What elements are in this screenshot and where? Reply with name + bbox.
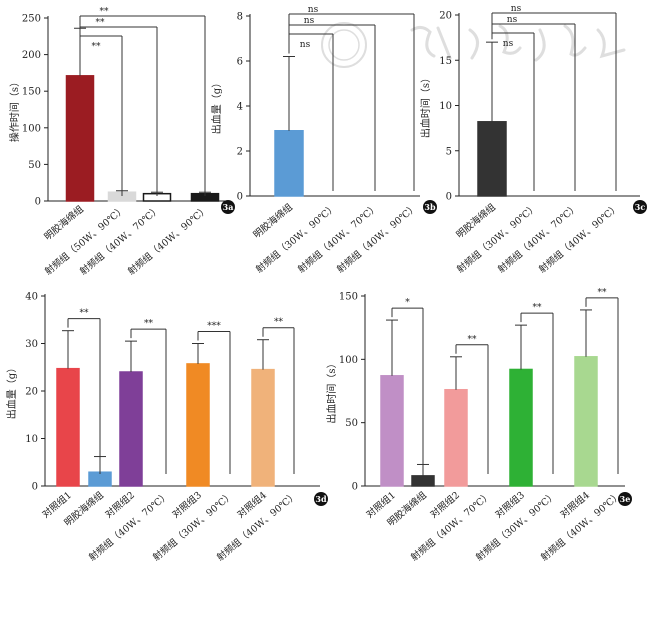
bar-3 bbox=[444, 388, 468, 487]
y-axis-title: 出血时间（s） bbox=[325, 358, 338, 423]
y-tick-label: 30 bbox=[25, 339, 38, 350]
category-label-2: 射频组（30W、90℃） bbox=[454, 201, 540, 275]
bar-2 bbox=[411, 475, 435, 487]
bar-1 bbox=[274, 130, 304, 197]
significance-label: ** bbox=[274, 318, 284, 328]
category-label-1: 明胶海绵组 bbox=[42, 203, 86, 243]
y-axis-title: 出血量（g） bbox=[5, 363, 18, 419]
y-tick-label: 0 bbox=[446, 192, 452, 203]
significance-label: ** bbox=[598, 288, 608, 298]
y-tick-label: 250 bbox=[22, 14, 41, 25]
panel-label-badge bbox=[423, 200, 437, 214]
chart-panel-3b: 02468出血量（g）nsnsns明胶海绵组射频组（30W、90℃）射频组（40… bbox=[210, 5, 437, 276]
bar-7 bbox=[574, 356, 598, 487]
y-tick-label: 40 bbox=[25, 292, 38, 303]
bar-7 bbox=[251, 368, 275, 487]
significance-label: ** bbox=[144, 319, 154, 329]
y-tick-label: 150 bbox=[22, 87, 41, 98]
significance-label: ** bbox=[92, 42, 102, 52]
significance-label: ns bbox=[308, 5, 319, 15]
category-label-3: 射频组（40W、70℃） bbox=[495, 201, 581, 275]
bar-1 bbox=[380, 375, 404, 487]
significance-label: ns bbox=[300, 40, 311, 50]
significance-label: ** bbox=[533, 303, 543, 313]
y-tick-label: 0 bbox=[32, 482, 38, 493]
panel-label: 3d bbox=[315, 494, 327, 504]
significance-label: ns bbox=[511, 4, 522, 14]
watermark-seal-icon bbox=[321, 22, 367, 68]
y-tick-label: 10 bbox=[439, 101, 452, 112]
y-tick-label: 50 bbox=[28, 160, 41, 171]
y-tick-label: 50 bbox=[345, 418, 358, 429]
y-tick-label: 2 bbox=[237, 147, 243, 158]
y-tick-label: 4 bbox=[237, 102, 243, 113]
significance-label: ns bbox=[304, 16, 315, 26]
bar-1 bbox=[477, 121, 507, 197]
significance-label: ns bbox=[503, 39, 514, 49]
bar-1 bbox=[65, 75, 95, 202]
panel-label-badge bbox=[221, 200, 235, 214]
y-tick-label: 100 bbox=[339, 355, 358, 366]
significance-label: * bbox=[405, 298, 410, 308]
watermark-seal-inner-ring bbox=[328, 29, 360, 61]
category-label-4: 射频组（40W、90℃） bbox=[536, 201, 622, 275]
y-tick-label: 10 bbox=[25, 434, 38, 445]
category-label-3: 对照组2 bbox=[103, 489, 137, 520]
category-label-4: 射频组（40W、90℃） bbox=[125, 203, 211, 277]
bar-5 bbox=[186, 363, 210, 487]
y-tick-label: 6 bbox=[237, 57, 243, 68]
y-axis-title: 出血量（g） bbox=[210, 78, 223, 134]
y-tick-label: 0 bbox=[352, 482, 358, 493]
bar-3 bbox=[119, 371, 143, 487]
y-tick-label: 20 bbox=[25, 387, 38, 398]
significance-label: ** bbox=[100, 7, 110, 17]
y-tick-label: 150 bbox=[339, 292, 358, 303]
panel-label-badge bbox=[314, 492, 328, 506]
bar-2 bbox=[88, 471, 112, 487]
panel-label: 3b bbox=[424, 202, 436, 212]
panel-label: 3e bbox=[620, 494, 631, 504]
y-axis-title: 出血时间（s） bbox=[419, 73, 432, 138]
y-axis-title: 操作时间（s） bbox=[8, 77, 21, 142]
y-tick-label: 20 bbox=[439, 11, 452, 22]
y-tick-label: 100 bbox=[22, 123, 41, 134]
category-label-2: 射频组（30W、90℃） bbox=[253, 201, 339, 275]
significance-label: ** bbox=[80, 309, 90, 319]
watermark-script-stroke bbox=[410, 24, 626, 62]
significance-label: ** bbox=[468, 335, 478, 345]
bar-1 bbox=[56, 367, 80, 487]
panel-label: 3a bbox=[223, 202, 234, 212]
y-tick-label: 0 bbox=[35, 197, 41, 208]
chart-panel-3c: 05101520出血时间（s）nsnsns明胶海绵组射频组（30W、90℃）射频… bbox=[419, 4, 647, 276]
y-tick-label: 15 bbox=[439, 56, 452, 67]
y-tick-label: 8 bbox=[237, 12, 243, 23]
panel-label-badge bbox=[633, 200, 647, 214]
chart-panel-3a: 050100150200250操作时间（s）******明胶海绵组射频组（50W… bbox=[8, 7, 235, 278]
y-tick-label: 0 bbox=[237, 192, 243, 203]
significance-label: ns bbox=[507, 15, 518, 25]
category-label-1: 明胶海绵组 bbox=[454, 201, 498, 241]
panel-label-badge bbox=[618, 492, 632, 506]
bar-5 bbox=[509, 368, 533, 487]
significance-label: *** bbox=[207, 322, 221, 332]
y-tick-label: 5 bbox=[446, 146, 452, 157]
y-tick-label: 200 bbox=[22, 50, 41, 61]
panel-label: 3c bbox=[635, 202, 646, 212]
category-label-1: 明胶海绵组 bbox=[251, 201, 295, 241]
watermark-logo bbox=[321, 22, 626, 68]
significance-label: ** bbox=[96, 18, 106, 28]
